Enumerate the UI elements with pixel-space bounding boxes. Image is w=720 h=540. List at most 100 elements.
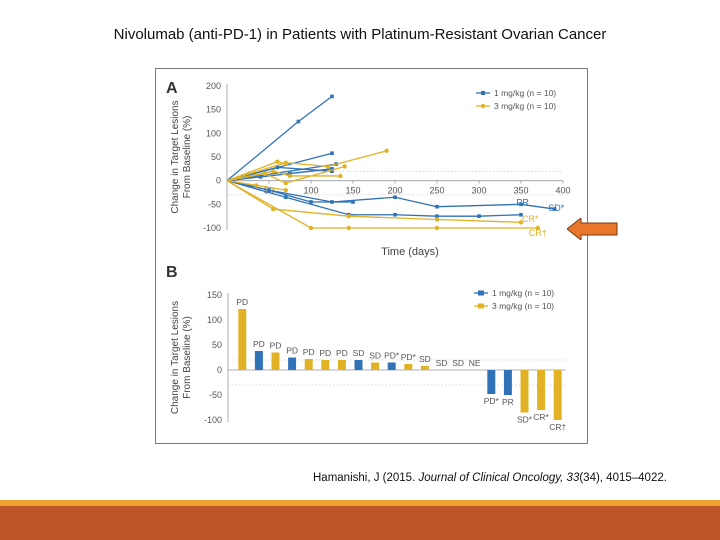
footer-accent-bar xyxy=(0,500,720,506)
panel-a-point xyxy=(271,169,276,174)
panel-a-point xyxy=(296,119,301,124)
panel-b-bar xyxy=(537,370,546,410)
panel-a-point xyxy=(309,200,313,204)
panel-b-ytick-label: 150 xyxy=(207,290,222,300)
panel-a-point xyxy=(283,187,288,193)
panel-a-series-line xyxy=(226,165,345,184)
panel-a-point xyxy=(351,200,355,204)
panel-b-legend-marker xyxy=(478,290,484,296)
figure-frame: A Change in Target LesionsFrom Baseline (… xyxy=(155,68,588,444)
panel-a-point xyxy=(477,214,481,218)
panel-a-point xyxy=(275,159,280,164)
panel-a-ytick-label: -50 xyxy=(208,199,221,209)
panel-a-annotation: SD* xyxy=(548,203,565,213)
panel-a-point xyxy=(262,171,267,176)
panel-b-bar xyxy=(387,362,396,370)
panel-a-annotation: CR* xyxy=(522,214,539,224)
panel-b-ylabel: Change in Target LesionsFrom Baseline (%… xyxy=(170,301,193,414)
panel-b-legend-marker xyxy=(478,303,484,309)
panel-b-bar-label: CR* xyxy=(533,412,549,422)
panel-b-bar xyxy=(337,360,346,370)
panel-b-bar xyxy=(503,370,512,395)
panel-b-bar-label: PD* xyxy=(384,351,400,361)
panel-b-bar xyxy=(520,370,529,413)
panel-a-point xyxy=(518,220,524,225)
panel-a-point xyxy=(435,214,439,218)
panel-b-bar-label: PD* xyxy=(401,352,417,362)
panel-b-bar-label: SD xyxy=(369,351,381,361)
panel-a-point xyxy=(519,202,523,207)
panel-b-label: B xyxy=(166,264,178,281)
panel-a-point xyxy=(346,225,351,231)
panel-b-bar-label: PD xyxy=(303,347,315,357)
panel-a-xtick-label: 250 xyxy=(429,186,444,196)
panel-a-series-line xyxy=(226,180,353,203)
panel-a-point xyxy=(287,173,293,179)
panel-a-point xyxy=(330,169,334,173)
panel-b-bar-label: PD xyxy=(286,346,298,356)
panel-b-bar xyxy=(288,357,297,370)
panel-b-ylabel-line: From Baseline (%) xyxy=(182,316,193,399)
panel-b-bar xyxy=(420,366,429,370)
panel-a-point xyxy=(435,204,439,209)
citation-issue-pages: (34), 4015–4022. xyxy=(579,472,667,484)
panel-a-xtick-label: 400 xyxy=(555,186,570,196)
panel-a-legend-label: 3 mg/kg (n = 10) xyxy=(494,101,556,111)
panel-a-ytick-label: 100 xyxy=(206,128,221,138)
panel-a-point xyxy=(535,225,540,231)
panel-b-ytick-label: -100 xyxy=(204,415,222,425)
panel-b-bar xyxy=(238,309,247,370)
panel-a-ylabel: Change in Target LesionsFrom Baseline (%… xyxy=(170,100,193,213)
panel-a-ylabel-line: From Baseline (%) xyxy=(182,116,193,199)
panel-b-bar-label: PD xyxy=(253,339,265,349)
panel-a-legend-marker xyxy=(480,103,486,109)
panel-a-xtick-label: 200 xyxy=(387,186,402,196)
panel-a-series-line xyxy=(226,150,387,182)
panel-b-bar-label: PD xyxy=(336,348,348,358)
panel-a-xtick-label: 300 xyxy=(471,186,486,196)
panel-a-xtick-label: 150 xyxy=(345,186,360,196)
panel-a-point xyxy=(283,180,288,186)
panel-b-bar xyxy=(321,360,330,370)
panel-a-annotation: PR xyxy=(516,197,529,207)
panel-b-bar xyxy=(553,370,562,420)
panel-a-point xyxy=(384,148,389,154)
panel-b-bar-label: PD* xyxy=(484,396,500,406)
panel-a-ytick-label: 200 xyxy=(206,81,221,91)
citation: Hamanishi, J (2015. Journal of Clinical … xyxy=(313,472,667,484)
panel-b-bar-label: PD xyxy=(236,297,248,307)
panel-a-point xyxy=(434,217,440,222)
panel-a-point xyxy=(338,173,343,179)
panel-a-point xyxy=(434,225,440,231)
panel-b-ytick-label: 0 xyxy=(217,365,222,375)
panel-b-bar xyxy=(371,362,380,370)
panel-a-point xyxy=(330,94,334,99)
panel-b-bar-label: PD xyxy=(270,341,282,351)
panel-a-ytick-label: 150 xyxy=(206,105,221,115)
panel-b-ytick-label: 100 xyxy=(207,315,222,325)
panel-a-series-line xyxy=(226,168,333,182)
panel-a-ytick-label: 50 xyxy=(211,152,221,162)
slide-title: Nivolumab (anti-PD-1) in Patients with P… xyxy=(113,26,607,43)
panel-b-bar-label: NE xyxy=(469,358,481,368)
panel-a-xtick-label: 100 xyxy=(303,186,318,196)
panel-a-point xyxy=(330,151,334,156)
panel-b-bar-label: CR† xyxy=(549,422,566,432)
panel-a-label: A xyxy=(166,80,178,97)
panel-a-point xyxy=(393,212,397,217)
panel-a-point xyxy=(254,183,259,188)
panel-b-bar-label: SD xyxy=(436,358,448,368)
panel-b-bar-label: SD xyxy=(353,348,365,358)
panel-b-bar xyxy=(354,360,363,370)
panel-b-bar xyxy=(304,359,313,370)
citation-author: Hamanishi, J (2015. xyxy=(313,472,419,484)
panel-a-point xyxy=(308,225,314,231)
panel-b-bar xyxy=(271,352,280,370)
panel-a-ylabel-line: Change in Target Lesions xyxy=(170,100,181,213)
panel-b-bar xyxy=(254,351,263,370)
panel-a-legend-label: 1 mg/kg (n = 10) xyxy=(494,88,556,98)
panel-b-ytick-label: 50 xyxy=(212,340,222,350)
panel-a-ytick-label: -100 xyxy=(203,223,221,233)
panel-a-point xyxy=(283,160,288,165)
